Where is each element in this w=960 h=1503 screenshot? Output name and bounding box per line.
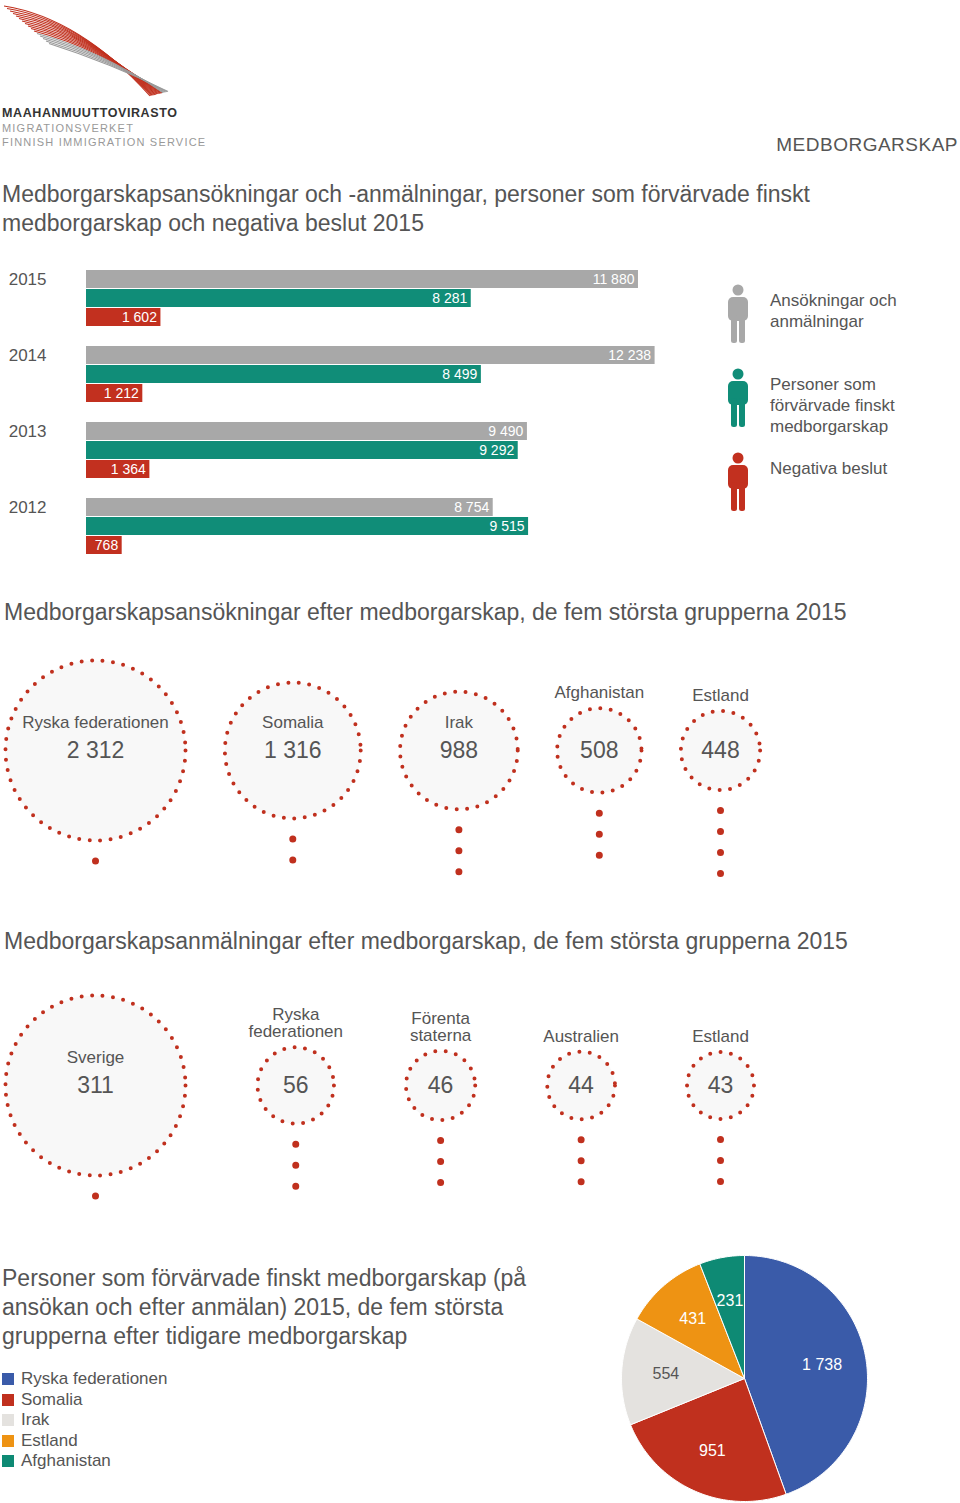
svg-text:2 312: 2 312 [67,737,125,763]
svg-text:231: 231 [717,1292,744,1309]
html-text:Ansökningar och anmälningar: Ansökningar och anmälningar [770,291,897,331]
svg-text:1 212: 1 212 [104,385,139,401]
html-text:Medborgarskapsansökningar och: Medborgarskapsansökningar och -anmälning… [2,181,810,236]
svg-text:554: 554 [653,1365,680,1382]
svg-text:8 754: 8 754 [454,499,489,515]
svg-text:988: 988 [440,737,478,763]
svg-text:9 515: 9 515 [490,518,525,534]
svg-text:2012: 2012 [9,498,47,517]
svg-text:431: 431 [679,1310,706,1327]
html-text:MAAHANMUUTTOVIRASTO: MAAHANMUUTTOVIRASTO [2,106,178,120]
svg-text:2013: 2013 [9,422,47,441]
svg-text:Estland: Estland [692,686,749,705]
svg-text:Förentastaterna: Förentastaterna [410,1009,472,1045]
svg-text:1 602: 1 602 [122,309,157,325]
svg-text:2015: 2015 [9,270,47,289]
html-text:Medborgarskapsanmälningar efte: Medborgarskapsanmälningar efter medborga… [4,928,848,954]
html-text:MEDBORGARSKAP: MEDBORGARSKAP [776,134,958,155]
svg-text:Ryskafederationen: Ryskafederationen [248,1005,343,1041]
svg-text:Somalia: Somalia [262,713,324,732]
svg-text:12 238: 12 238 [608,347,651,363]
svg-text:Irak: Irak [445,713,474,732]
html-text:Somalia: Somalia [21,1389,83,1409]
svg-text:768: 768 [95,537,119,553]
svg-text:1 364: 1 364 [111,461,146,477]
svg-text:44: 44 [568,1072,594,1098]
svg-text:9 292: 9 292 [479,442,514,458]
svg-text:1 738: 1 738 [802,1356,842,1373]
svg-text:1 316: 1 316 [264,737,322,763]
svg-text:Estland: Estland [692,1027,749,1046]
svg-text:46: 46 [428,1072,454,1098]
svg-text:8 499: 8 499 [442,366,477,382]
html-text:Ryska federationen: Ryska federationen [21,1369,168,1388]
svg-text:Sverige: Sverige [67,1048,125,1067]
svg-text:448: 448 [701,737,739,763]
html-text:Medborgarskapsansökningar efte: Medborgarskapsansökningar efter medborga… [4,599,847,625]
html-text:FINNISH IMMIGRATION SERVICE: FINNISH IMMIGRATION SERVICE [2,136,207,148]
svg-text:311: 311 [77,1072,114,1098]
html-text:Personer som förvärvade finskt: Personer som förvärvade finskt medborgar… [2,1265,527,1349]
svg-text:43: 43 [708,1072,734,1098]
svg-text:56: 56 [283,1072,309,1098]
svg-text:9 490: 9 490 [488,423,523,439]
html-text:Personer som förvärvade finskt: Personer som förvärvade finskt medborgar… [770,375,895,436]
html-text:Irak: Irak [21,1410,50,1429]
svg-text:Ryska federationen: Ryska federationen [22,713,168,732]
svg-text:11 880: 11 880 [593,271,635,287]
svg-text:508: 508 [580,737,618,763]
html-text:Estland: Estland [21,1430,78,1450]
svg-text:951: 951 [699,1441,726,1458]
svg-text:8 281: 8 281 [432,290,467,306]
svg-text:2014: 2014 [9,346,47,365]
html-text:MIGRATIONSVERKET: MIGRATIONSVERKET [2,122,135,134]
svg-text:Australien: Australien [543,1027,619,1046]
html-text:Afghanistan: Afghanistan [21,1451,111,1470]
svg-text:Afghanistan: Afghanistan [554,683,644,702]
html-text:Negativa beslut: Negativa beslut [770,459,888,478]
